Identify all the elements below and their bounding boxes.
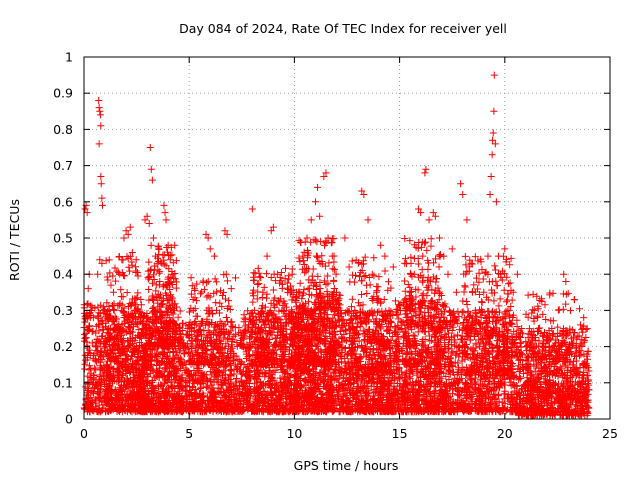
chart-title: Day 084 of 2024, Rate Of TEC Index for r…	[179, 21, 507, 36]
